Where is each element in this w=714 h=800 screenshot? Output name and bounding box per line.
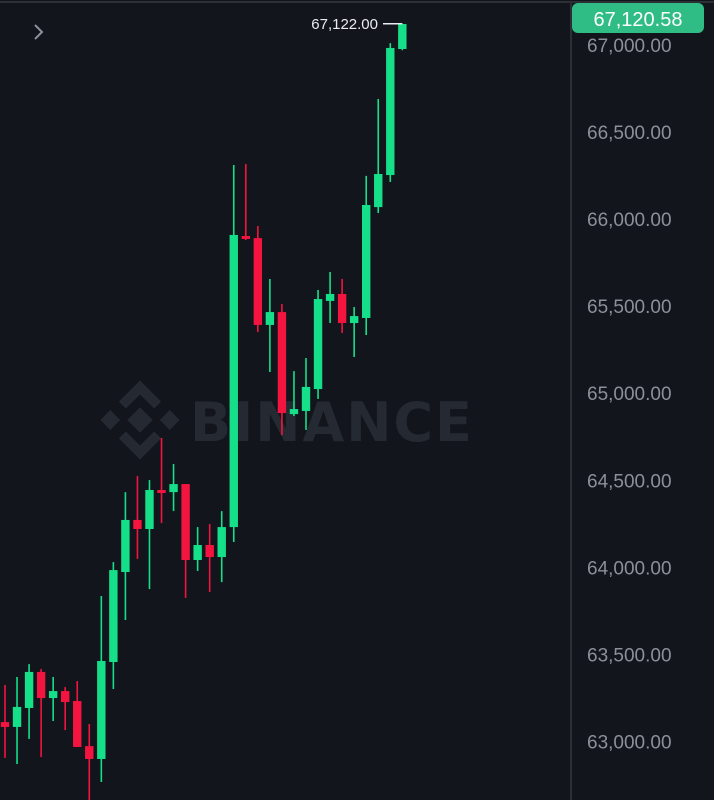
- candle-body: [325, 293, 335, 301]
- candle: [193, 527, 202, 571]
- candle-body: [24, 671, 34, 708]
- candle-body: [398, 24, 407, 50]
- candle: [289, 371, 299, 417]
- candle-body: [109, 570, 118, 663]
- candle: [133, 476, 142, 559]
- candle-body: [85, 746, 94, 759]
- candle-body: [193, 545, 202, 560]
- candle-body: [205, 545, 214, 558]
- candle-body: [169, 484, 178, 493]
- candle: [48, 676, 58, 722]
- candle: [145, 480, 154, 590]
- candle-body: [157, 489, 166, 493]
- candle-body: [121, 519, 130, 573]
- candle-body: [0, 722, 10, 727]
- candle: [157, 437, 166, 524]
- candle: [24, 664, 34, 739]
- candle-body: [12, 706, 22, 727]
- candle-body: [374, 174, 383, 208]
- y-tick-label: 65,000.00: [587, 384, 672, 405]
- candle-body: [36, 671, 46, 699]
- y-tick-label: 63,000.00: [587, 732, 672, 753]
- candle: [386, 43, 395, 183]
- candle-body: [362, 204, 371, 318]
- candle-body: [229, 234, 238, 528]
- candle: [301, 358, 311, 430]
- candle: [85, 723, 94, 800]
- candle-body: [61, 691, 70, 703]
- candle-body: [241, 235, 250, 239]
- y-tick-label: 66,500.00: [587, 123, 672, 144]
- candles: [0, 23, 407, 800]
- candle: [362, 175, 371, 336]
- candle-body: [217, 527, 226, 558]
- candle: [217, 511, 226, 583]
- candle-body: [349, 316, 359, 324]
- y-tick-label: 66,000.00: [587, 210, 672, 231]
- candle: [325, 272, 335, 324]
- candle: [337, 278, 347, 333]
- candle: [97, 596, 106, 782]
- candle: [36, 668, 46, 758]
- candle: [229, 164, 238, 543]
- candle: [241, 163, 250, 240]
- candle-body: [289, 409, 299, 415]
- candle: [253, 226, 263, 333]
- candle: [181, 484, 190, 598]
- candle: [12, 676, 22, 765]
- candle: [121, 492, 130, 621]
- candle: [0, 684, 10, 758]
- candle-body: [313, 299, 323, 390]
- candle: [349, 307, 359, 357]
- candle-body: [386, 47, 395, 176]
- candle-body: [145, 489, 154, 529]
- candle: [61, 687, 70, 731]
- binance-watermark: BINANCE: [100, 380, 472, 460]
- candle: [205, 523, 214, 593]
- candle: [277, 304, 287, 435]
- chevron-right-icon[interactable]: [28, 18, 50, 46]
- candle-body: [337, 293, 347, 324]
- candle: [265, 278, 275, 372]
- y-tick-label: 63,500.00: [587, 645, 672, 666]
- y-tick-label: 64,000.00: [587, 558, 672, 579]
- candle-body: [73, 701, 82, 747]
- last-price-label: 67,120.58: [594, 9, 683, 31]
- candle-body: [253, 238, 263, 325]
- candle-body: [277, 312, 287, 414]
- last-price-badge: 67,120.58: [572, 3, 704, 33]
- candle-body: [133, 519, 142, 529]
- candle-body: [181, 484, 190, 560]
- candle: [374, 98, 383, 214]
- candle-body: [265, 312, 275, 325]
- candle: [169, 464, 178, 512]
- y-tick-label: 64,500.00: [587, 471, 672, 492]
- candle: [73, 680, 82, 747]
- candle: [313, 289, 323, 399]
- candle-body: [97, 660, 106, 759]
- price-axis[interactable]: 67,000.00 66,500.00 66,000.00 65,500.00 65,0…: [587, 36, 672, 753]
- candle: [109, 562, 118, 689]
- candle-body: [48, 691, 58, 699]
- y-tick-label: 65,500.00: [587, 297, 672, 318]
- high-marker-label: 67,122.00: [311, 16, 378, 33]
- y-tick-label: 67,000.00: [587, 36, 672, 57]
- candle-body: [301, 386, 311, 411]
- candle: [398, 23, 407, 51]
- binance-logo-icon: [100, 380, 180, 460]
